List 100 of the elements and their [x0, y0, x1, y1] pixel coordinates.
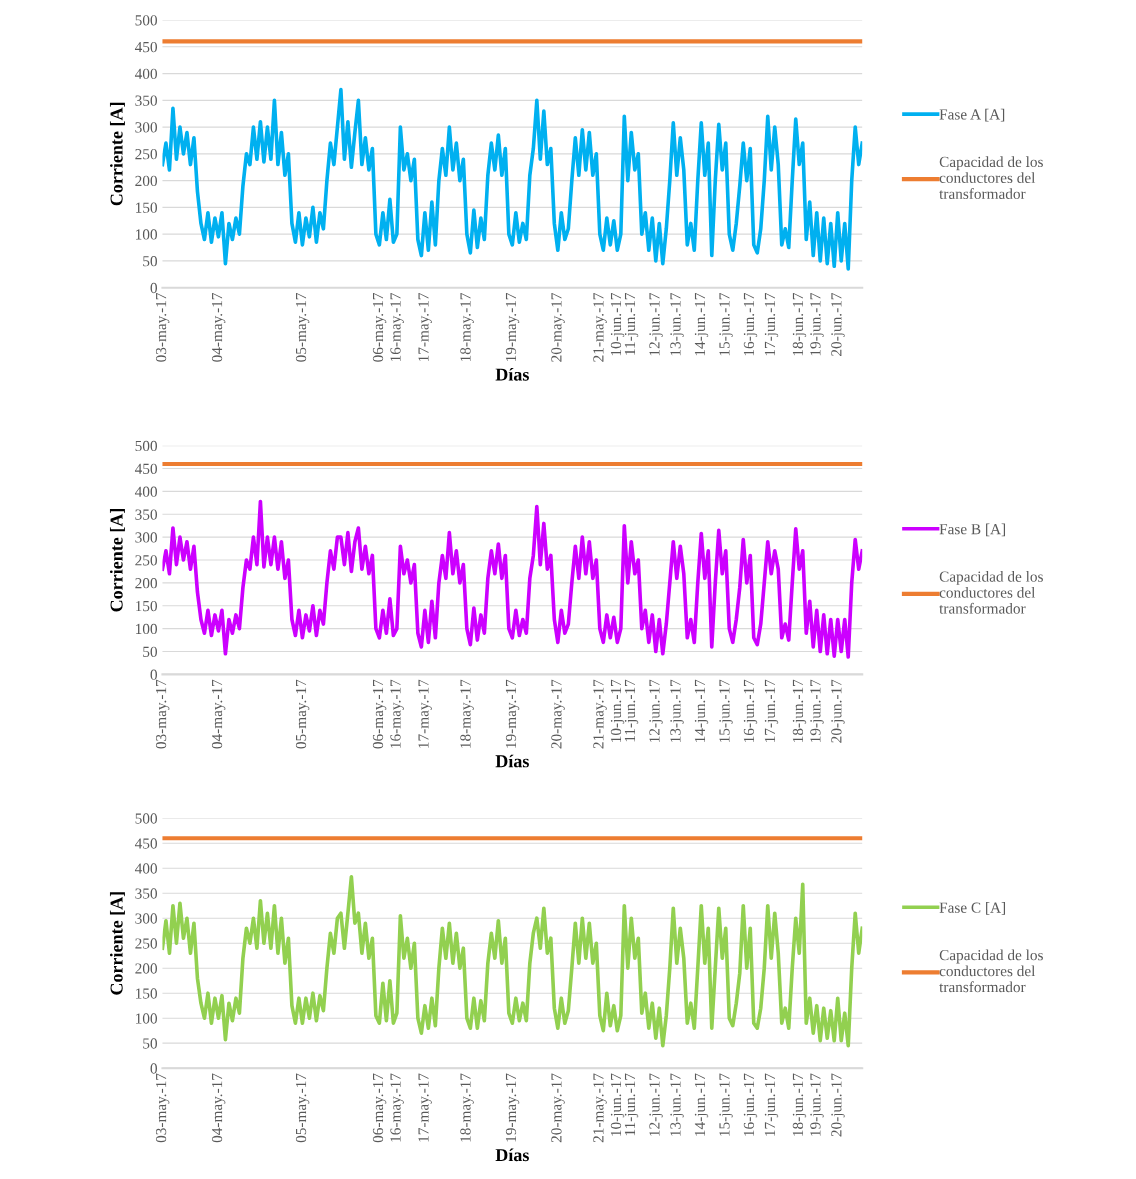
y-tick-label: 350	[135, 888, 157, 899]
y-tick-label: 500	[135, 15, 157, 26]
x-tick-label: 18-jun.-17	[792, 1073, 807, 1136]
x-tick-label: 14-jun.-17	[694, 292, 709, 356]
y-tick-label: 300	[135, 532, 157, 543]
x-tick-label: 04-may.-17	[211, 1073, 226, 1143]
x-tick-label: 12-jun.-17	[649, 1073, 663, 1136]
y-tick-label: 500	[135, 813, 157, 824]
line-series	[162, 874, 863, 1048]
y-tick-label: 0	[150, 1063, 157, 1074]
y-tick-label: 300	[135, 913, 157, 924]
x-tick-label: 16-may.-17	[390, 1073, 404, 1142]
x-tick-label: 19-may.-17	[505, 1073, 520, 1142]
y-tick-label: 250	[135, 938, 157, 949]
x-tick-label: 03-may.-17	[155, 292, 170, 362]
y-tick-label: 0	[150, 282, 157, 294]
y-tick-label: 0	[150, 669, 157, 680]
y-tick-label: 150	[136, 202, 157, 213]
y-tick-label: 400	[134, 68, 157, 80]
x-tick-label: 16-jun.-17	[743, 1073, 758, 1136]
x-tick-label: 18-jun.-17	[792, 292, 807, 356]
x-tick-label: 19-may.-17	[505, 292, 520, 362]
x-tick-label: 20-may.-17	[551, 292, 565, 362]
x-tick-label: 20-jun.-17	[831, 1073, 845, 1137]
legend-label: Fase A [A]	[939, 108, 1005, 122]
x-tick-label: 20-jun.-17	[831, 292, 845, 356]
y-tick-label: 50	[143, 256, 157, 267]
x-tick-label: 17-jun.-17	[764, 292, 779, 356]
x-tick-label: 20-may.-17	[551, 1073, 565, 1143]
x-tick-label: 18-may.-17	[460, 1073, 474, 1142]
y-tick-label: 500	[135, 440, 157, 452]
x-tick-label: 19-jun.-17	[810, 1073, 824, 1136]
legend-label: Capacidad de los conductores del transformador	[939, 156, 1043, 199]
x-tick-label: 19-jun.-17	[810, 679, 824, 742]
y-tick-label: 250	[135, 149, 157, 160]
x-tick-label: 05-may.-17	[295, 292, 310, 362]
x-tick-label: 19-jun.-17	[810, 292, 824, 356]
x-tick-label: 15-jun.-17	[719, 679, 733, 742]
legend-label: Capacidad de los conductores del transformador	[939, 949, 1043, 993]
x-tick-label: 03-may.-17	[155, 679, 170, 749]
x-tick-label: 10-jun.-17	[610, 292, 625, 356]
y-tick-label: 250	[135, 555, 157, 566]
x-tick-label: 16-may.-17	[390, 292, 404, 362]
x-tick-label: 04-may.-17	[211, 679, 226, 749]
x-tick-label: 10-jun.-17	[610, 1073, 625, 1136]
y-tick-label: 400	[134, 486, 157, 497]
x-tick-label: 10-jun.-17	[610, 679, 625, 742]
x-tick-label: 18-may.-17	[460, 292, 474, 362]
x-tick-label: 14-jun.-17	[694, 1073, 709, 1136]
x-tick-label: 11-jun.-17	[624, 1073, 639, 1136]
x-tick-label: 06-may.-17	[372, 679, 387, 749]
y-tick-label: 450	[134, 463, 157, 474]
x-tick-label: 20-may.-17	[551, 679, 565, 749]
x-tick-label: 12-jun.-17	[649, 679, 663, 742]
x-tick-label: 06-may.-17	[372, 292, 387, 362]
x-tick-label: 13-jun.-17	[670, 679, 684, 742]
x-tick-label: 05-may.-17	[295, 1073, 310, 1143]
x-tick-label: 21-may.-17	[593, 1073, 607, 1143]
y-tick-label: 300	[135, 122, 157, 133]
y-tick-label: 100	[136, 623, 157, 635]
x-tick-label: 11-jun.-17	[624, 679, 639, 742]
x-tick-label: 21-may.-17	[593, 292, 607, 362]
x-tick-label: 17-may.-17	[418, 679, 432, 748]
x-tick-label: 17-may.-17	[418, 1073, 432, 1142]
x-tick-label: 16-jun.-17	[743, 679, 758, 742]
legend-label: Capacidad de los conductores del transformador	[939, 571, 1043, 614]
y-tick-label: 150	[136, 988, 157, 999]
y-tick-label: 200	[135, 175, 157, 187]
x-tick-label: 13-jun.-17	[670, 1073, 684, 1136]
y-tick-label: 50	[143, 646, 157, 657]
x-tick-label: 20-jun.-17	[831, 679, 845, 743]
x-tick-label: 14-jun.-17	[694, 679, 709, 742]
y-axis-title: Corriente [A]	[109, 102, 125, 206]
y-tick-label: 200	[135, 963, 157, 974]
x-tick-label: 21-may.-17	[593, 679, 607, 749]
y-tick-label: 100	[136, 229, 157, 240]
legend-label: Fase B [A]	[939, 523, 1006, 537]
line-series	[162, 499, 863, 659]
x-tick-label: 13-jun.-17	[670, 292, 684, 356]
x-tick-label: 15-jun.-17	[719, 1073, 733, 1136]
y-tick-label: 400	[134, 863, 157, 874]
y-tick-label: 100	[136, 1013, 157, 1024]
legend-label: Fase C [A]	[939, 902, 1006, 915]
y-axis-title: Corriente [A]	[109, 508, 125, 612]
x-tick-label: 03-may.-17	[155, 1073, 170, 1143]
x-tick-label: 16-jun.-17	[743, 292, 758, 356]
y-tick-label: 450	[134, 41, 157, 53]
x-tick-label: 19-may.-17	[505, 679, 520, 748]
x-tick-label: 18-jun.-17	[792, 679, 807, 742]
y-tick-label: 50	[143, 1038, 157, 1049]
y-axis-title: Corriente [A]	[109, 892, 125, 995]
x-tick-label: 12-jun.-17	[649, 292, 663, 356]
y-tick-label: 350	[135, 509, 157, 520]
x-tick-label: 17-may.-17	[418, 292, 432, 362]
x-tick-label: 06-may.-17	[372, 1073, 387, 1143]
x-tick-label: 04-may.-17	[211, 292, 226, 362]
x-tick-label: 16-may.-17	[390, 679, 404, 748]
x-axis-title: Días	[495, 367, 529, 381]
x-axis-title: Días	[495, 1148, 529, 1162]
y-tick-label: 450	[134, 838, 157, 849]
